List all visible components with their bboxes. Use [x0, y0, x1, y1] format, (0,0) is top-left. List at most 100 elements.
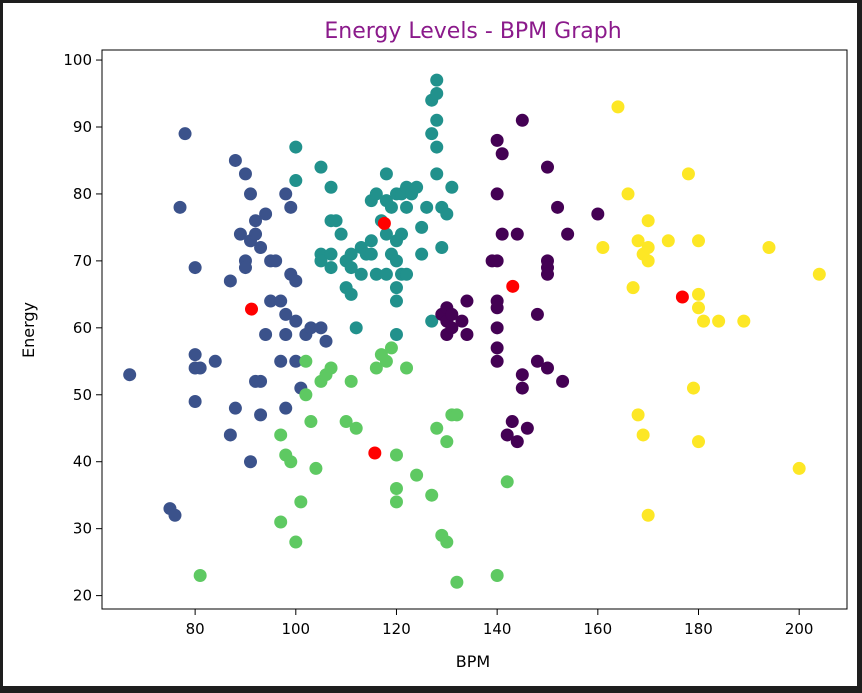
data-point	[354, 267, 368, 281]
data-point	[379, 354, 393, 368]
data-point	[269, 254, 283, 268]
data-point	[425, 127, 439, 141]
data-point	[410, 468, 424, 482]
data-point	[249, 227, 263, 241]
data-point	[445, 321, 459, 335]
y-axis-label: Energy	[19, 302, 38, 358]
data-point	[284, 200, 298, 214]
data-point	[510, 435, 524, 449]
data-point	[520, 421, 534, 435]
data-point	[344, 247, 358, 261]
centroid-point	[506, 279, 520, 293]
data-point	[314, 321, 328, 335]
data-point	[561, 227, 575, 241]
data-point	[425, 314, 439, 328]
data-point	[420, 200, 434, 214]
data-points	[123, 73, 826, 589]
data-point	[611, 100, 625, 114]
y-tick-label: 100	[63, 51, 92, 69]
data-point	[208, 354, 222, 368]
data-point	[425, 488, 439, 502]
data-point	[238, 167, 252, 181]
data-point	[344, 287, 358, 301]
x-tick-label: 140	[483, 620, 512, 638]
data-point	[188, 261, 202, 275]
y-tick-label: 70	[73, 252, 92, 270]
data-point	[621, 187, 635, 201]
data-point	[400, 200, 414, 214]
y-tick-label: 20	[73, 587, 92, 605]
data-point	[309, 461, 323, 475]
data-point	[430, 87, 444, 101]
data-point	[324, 261, 338, 275]
data-point	[349, 421, 363, 435]
data-point	[641, 214, 655, 228]
data-point	[284, 455, 298, 469]
data-point	[389, 294, 403, 308]
data-point	[274, 428, 288, 442]
data-point	[223, 428, 237, 442]
data-point	[299, 354, 313, 368]
data-point	[324, 180, 338, 194]
chart-title: Energy Levels - BPM Graph	[324, 19, 621, 44]
data-point	[289, 354, 303, 368]
data-point	[490, 321, 504, 335]
data-point	[279, 401, 293, 415]
data-point	[450, 575, 464, 589]
data-point	[389, 281, 403, 295]
data-point	[500, 428, 514, 442]
centroid-point	[245, 302, 259, 316]
data-point	[319, 334, 333, 348]
data-point	[289, 274, 303, 288]
y-tick-label: 80	[73, 185, 92, 203]
data-point	[369, 187, 383, 201]
data-point	[289, 140, 303, 154]
data-point	[505, 415, 519, 429]
data-point	[188, 348, 202, 362]
data-point	[400, 267, 414, 281]
data-point	[299, 388, 313, 402]
data-point	[304, 415, 318, 429]
data-point	[540, 267, 554, 281]
data-point	[631, 234, 645, 248]
data-point	[455, 314, 469, 328]
data-point	[304, 321, 318, 335]
data-point	[274, 515, 288, 529]
data-point	[289, 535, 303, 549]
data-point	[389, 481, 403, 495]
data-point	[697, 314, 711, 328]
data-point	[460, 294, 474, 308]
centroid-point	[377, 216, 391, 230]
data-point	[274, 294, 288, 308]
data-point	[490, 187, 504, 201]
data-point	[500, 475, 514, 489]
data-point	[314, 160, 328, 174]
data-point	[636, 428, 650, 442]
data-point	[259, 207, 273, 221]
data-point	[515, 368, 529, 382]
data-point	[193, 569, 207, 583]
data-point	[279, 328, 293, 342]
data-point	[228, 153, 242, 167]
data-point	[389, 328, 403, 342]
data-point	[228, 401, 242, 415]
data-point	[556, 374, 570, 388]
data-point	[188, 394, 202, 408]
data-point	[279, 307, 293, 321]
data-point	[123, 368, 137, 382]
data-point	[400, 361, 414, 375]
x-axis-label: BPM	[456, 652, 490, 671]
data-point	[515, 381, 529, 395]
data-point	[596, 240, 610, 254]
data-point	[289, 174, 303, 188]
data-point	[168, 508, 182, 522]
data-point	[530, 307, 544, 321]
y-tick-label: 30	[73, 520, 92, 538]
data-point	[490, 341, 504, 355]
data-point	[238, 261, 252, 275]
data-point	[692, 287, 706, 301]
data-point	[274, 354, 288, 368]
data-point	[389, 495, 403, 509]
